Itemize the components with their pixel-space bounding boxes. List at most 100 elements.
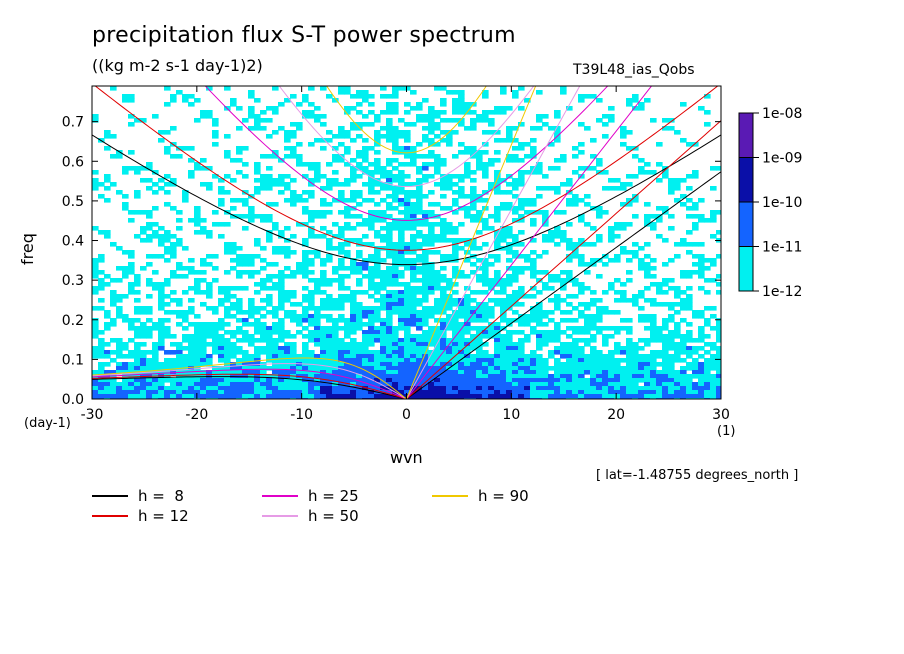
spectrum-cell (578, 302, 585, 307)
spectrum-cell (716, 230, 721, 235)
spectrum-cell (536, 194, 543, 199)
spectrum-cell (278, 390, 285, 395)
spectrum-cell (356, 278, 363, 283)
spectrum-cell (464, 166, 471, 171)
spectrum-cell (536, 310, 543, 315)
spectrum-cell (668, 214, 675, 219)
spectrum-cell (422, 118, 429, 123)
spectrum-cell (620, 222, 627, 227)
spectrum-cell (218, 234, 225, 239)
spectrum-cell (386, 294, 393, 299)
spectrum-cell (674, 310, 681, 315)
spectrum-cell (566, 350, 573, 355)
spectrum-cell (692, 270, 699, 275)
spectrum-cell (230, 394, 237, 399)
spectrum-cell (422, 194, 429, 199)
spectrum-cell (236, 254, 243, 259)
spectrum-cell (368, 322, 375, 327)
spectrum-cell (284, 394, 291, 399)
spectrum-cell (290, 394, 297, 399)
spectrum-cell (110, 318, 117, 323)
spectrum-cell (506, 390, 513, 395)
spectrum-cell (206, 262, 213, 267)
spectrum-cell (692, 174, 699, 179)
spectrum-cell (164, 294, 171, 299)
spectrum-cell (350, 266, 357, 271)
spectrum-cell (272, 330, 279, 335)
spectrum-cell (146, 214, 153, 219)
spectrum-cell (272, 250, 279, 255)
spectrum-cell (296, 222, 303, 227)
spectrum-cell (398, 314, 405, 319)
spectrum-cell (668, 394, 675, 399)
spectrum-cell (464, 170, 471, 175)
spectrum-cell (596, 350, 603, 355)
spectrum-cell (386, 338, 393, 343)
spectrum-cell (386, 278, 393, 283)
spectrum-cell (356, 314, 363, 319)
spectrum-cell (590, 378, 597, 383)
spectrum-cell (404, 298, 411, 303)
spectrum-cell (596, 310, 603, 315)
spectrum-cell (644, 358, 651, 363)
spectrum-cell (470, 290, 477, 295)
spectrum-cell (392, 358, 399, 363)
spectrum-cell (662, 382, 669, 387)
spectrum-cell (452, 210, 459, 215)
spectrum-cell (518, 198, 525, 203)
spectrum-cell (656, 370, 663, 375)
spectrum-cell (290, 346, 297, 351)
spectrum-cell (116, 370, 123, 375)
spectrum-cell (710, 326, 717, 331)
spectrum-cell (266, 334, 273, 339)
spectrum-cell (398, 302, 405, 307)
spectrum-cell (572, 362, 579, 367)
spectrum-cell (416, 210, 423, 215)
spectrum-cell (482, 162, 489, 167)
spectrum-cell (92, 334, 99, 339)
spectrum-cell (716, 290, 721, 295)
spectrum-cell (128, 166, 135, 171)
spectrum-cell (464, 382, 471, 387)
spectrum-cell (506, 334, 513, 339)
spectrum-cell (350, 290, 357, 295)
spectrum-cell (530, 358, 537, 363)
spectrum-cell (134, 386, 141, 391)
spectrum-cell (206, 378, 213, 383)
spectrum-cell (530, 294, 537, 299)
kelvin-wave-curve (406, 86, 537, 399)
spectrum-cell (350, 258, 357, 263)
spectrum-cell (368, 122, 375, 127)
spectrum-cell (290, 190, 297, 195)
spectrum-cell (470, 378, 477, 383)
spectrum-cell (158, 138, 165, 143)
spectrum-cell (320, 342, 327, 347)
spectrum-cell (350, 178, 357, 183)
spectrum-cell (482, 330, 489, 335)
spectrum-cell (422, 250, 429, 255)
spectrum-cell (314, 342, 321, 347)
spectrum-cell (254, 310, 261, 315)
spectrum-cell (452, 366, 459, 371)
spectrum-cell (506, 302, 513, 307)
spectrum-cell (212, 390, 219, 395)
spectrum-cell (548, 142, 555, 147)
spectrum-cell (206, 390, 213, 395)
spectrum-cell (464, 174, 471, 179)
spectrum-cell (278, 302, 285, 307)
spectrum-cell (134, 334, 141, 339)
spectrum-cell (656, 302, 663, 307)
spectrum-cell (356, 302, 363, 307)
spectrum-cell (356, 122, 363, 127)
spectrum-cell (158, 298, 165, 303)
spectrum-cell (530, 126, 537, 131)
spectrum-cell (560, 354, 567, 359)
spectrum-cell (272, 106, 279, 111)
spectrum-cell (620, 386, 627, 391)
spectrum-cell (422, 242, 429, 247)
spectrum-cell (392, 386, 399, 391)
spectrum-cell (428, 338, 435, 343)
spectrum-cell (314, 166, 321, 171)
spectrum-cell (446, 178, 453, 183)
spectrum-cell (698, 270, 705, 275)
